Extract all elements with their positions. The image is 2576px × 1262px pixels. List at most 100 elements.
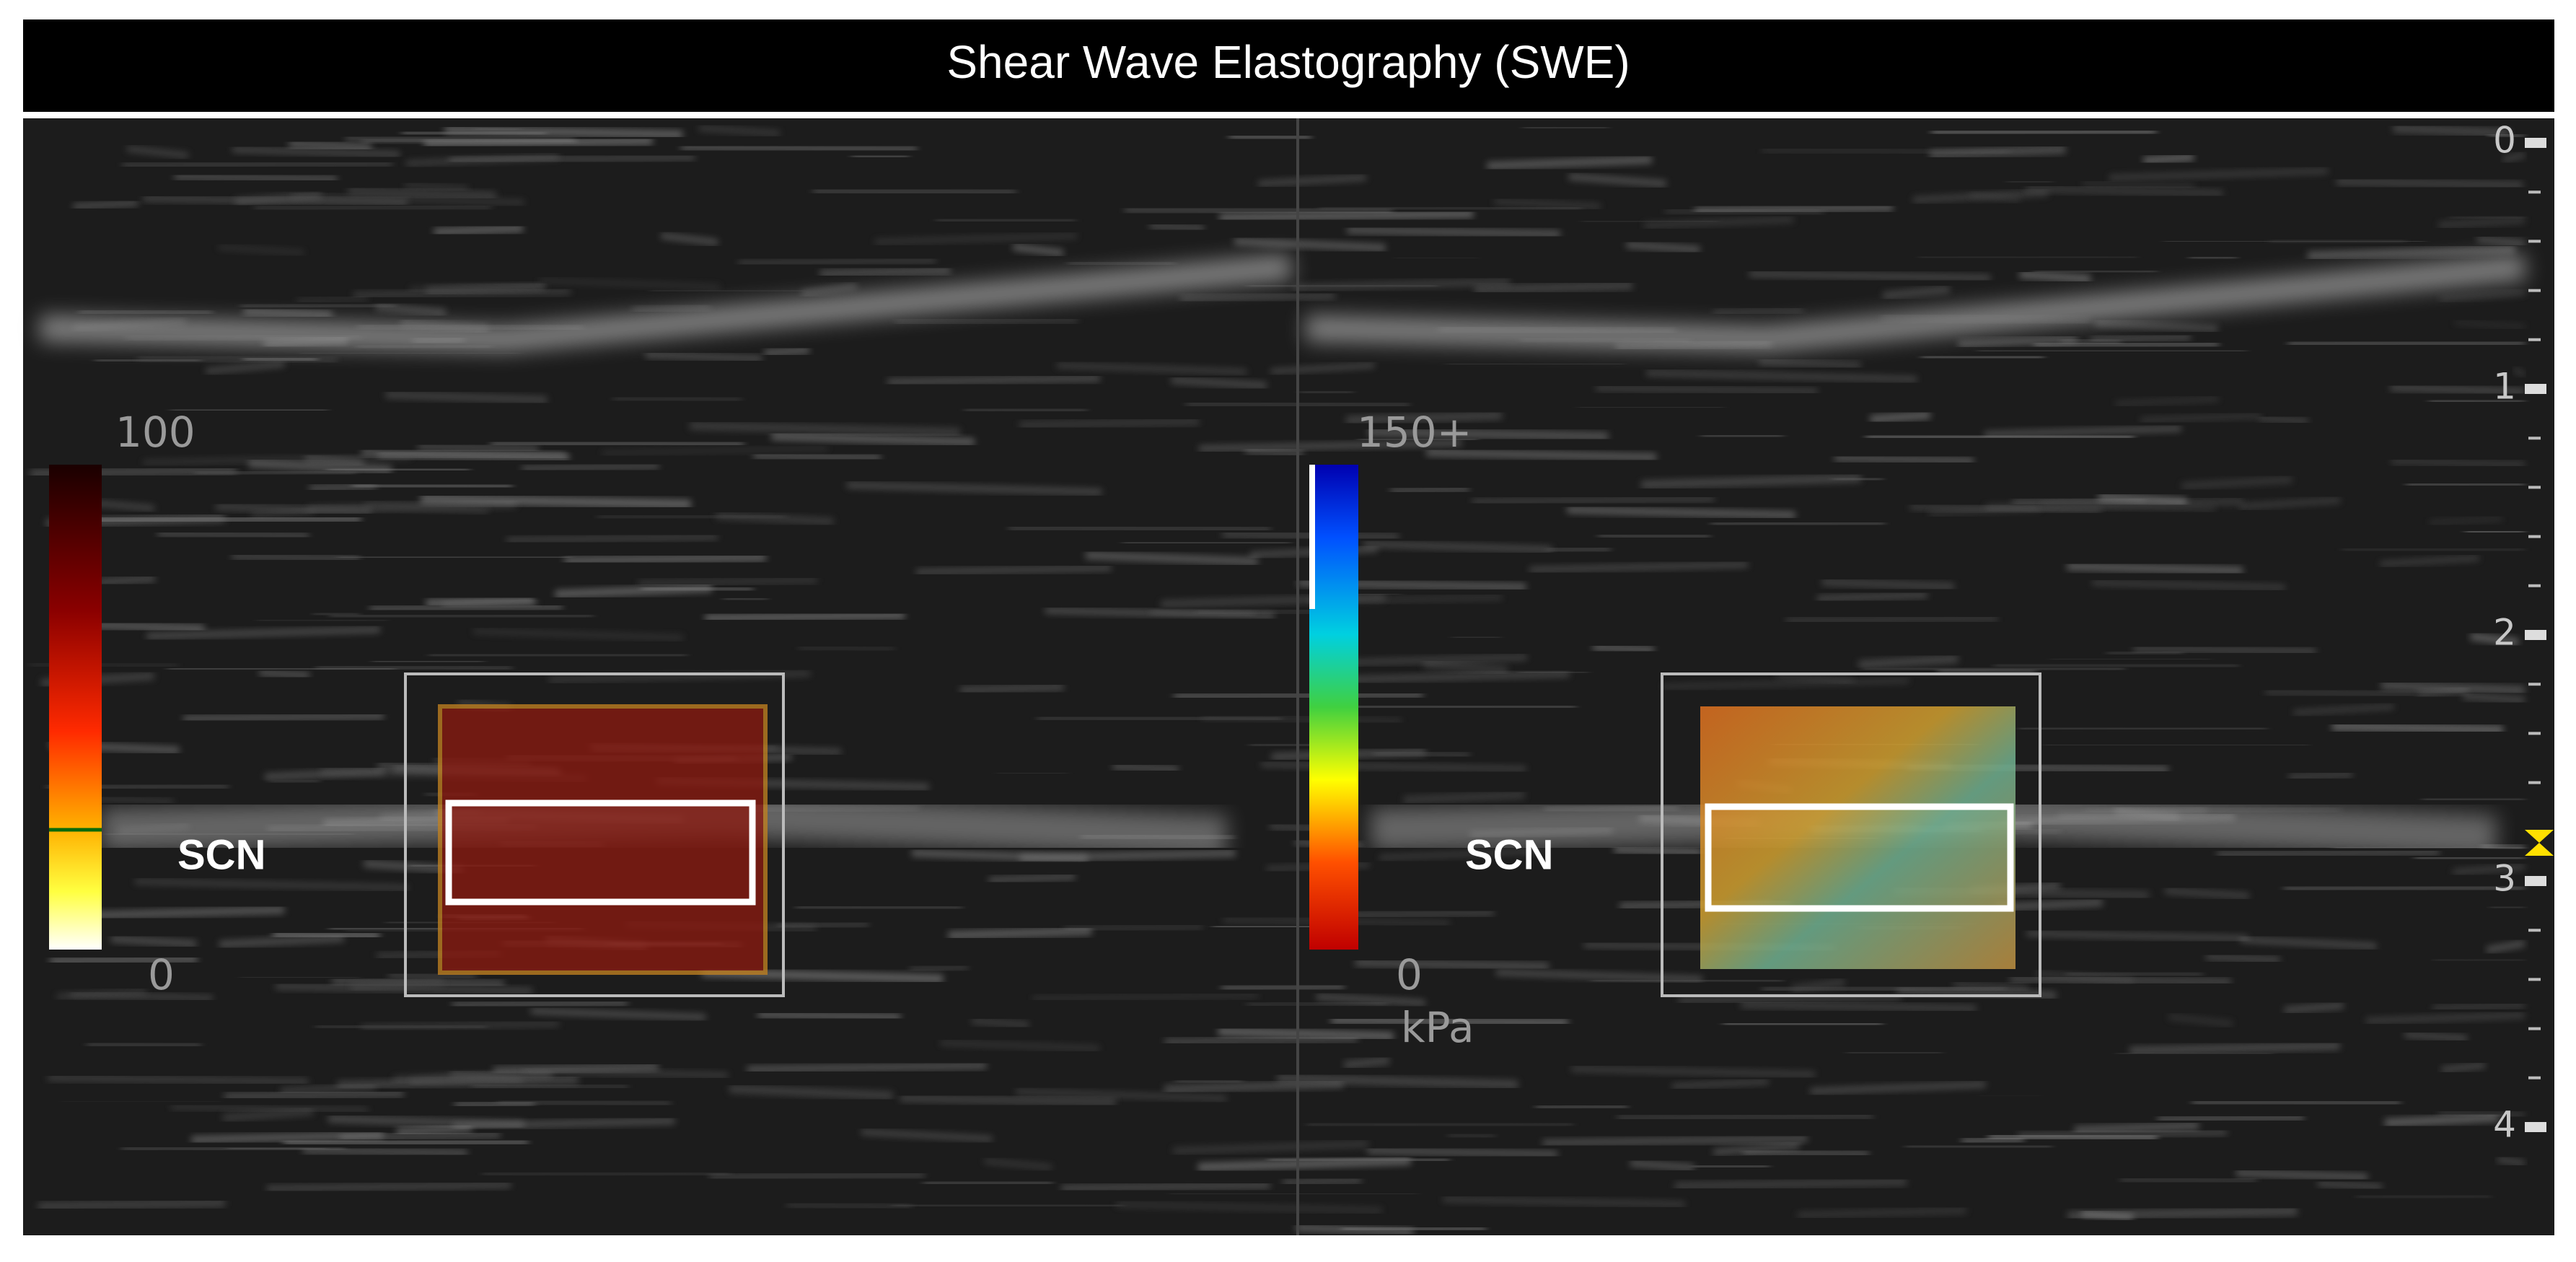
speckle-streak [1447,1133,1496,1139]
speckle-streak [940,1040,1099,1051]
speckle-streak [661,233,718,245]
speckle-streak [2336,178,2523,189]
speckle-streak [2288,771,2353,780]
speckle-streak [1085,551,1258,566]
speckle-streak [1567,507,1795,519]
speckle-streak [222,1107,314,1122]
speckle-streak [812,186,1016,197]
speckle-streak [1331,1015,1568,1027]
speckle-streak [2133,646,2316,654]
speckle-streak [1068,260,1175,266]
speckle-streak [1343,1056,1390,1069]
fascia-band [1305,254,2526,353]
speckle-streak [705,611,905,622]
speckle-streak [1267,1154,1450,1165]
speckle-streak [167,665,396,672]
speckle-streak [1403,790,1525,805]
speckle-streak [1008,526,1271,532]
speckle-streak [1472,496,1715,504]
speckle-streak [2391,460,2526,466]
speckle-streak [1282,1176,1362,1187]
speckle-streak [638,577,817,587]
speckle-streak [1298,388,1354,396]
speckle-streak [1171,377,1267,389]
speckle-streak [971,1017,1029,1028]
speckle-streak [874,234,1077,244]
speckle-streak [2438,216,2526,229]
speckle-streak [1293,278,1511,292]
speckle-streak [38,1199,226,1211]
speckle-streak [434,224,524,237]
speckle-streak [97,574,156,586]
speckle-streak [296,296,368,303]
speckle-streak [266,1182,511,1191]
speckle-streak [597,514,786,520]
speckle-streak [1542,1136,1808,1146]
depth-label: 4 [2493,1104,2516,1146]
speckle-streak [497,1099,672,1107]
speckle-streak [206,361,285,374]
speckle-streak [2192,1097,2401,1108]
speckle-streak [1172,1140,1368,1154]
speckle-streak [348,187,496,199]
speckle-streak [709,1171,925,1180]
speckle-streak [948,926,1092,940]
speckle-streak [472,1084,629,1090]
speckle-streak [1523,125,1609,130]
speckle-streak [337,1075,579,1090]
speckle-streak [738,258,936,265]
elasticity-map [438,704,768,975]
speckle-streak [1646,370,1917,382]
unit: kPa [1401,1003,1474,1052]
speckle-streak [1174,1079,1243,1084]
speckle-streak [1367,1147,1557,1157]
speckle-streak [1373,750,1470,758]
speckle-streak [218,245,304,255]
speckle-streak [2465,527,2526,536]
speckle-streak [312,610,360,618]
speckle-streak [369,604,563,612]
speckle-streak [2439,290,2526,302]
speckle-streak [771,432,975,446]
speckle-streak [2283,883,2526,893]
speckle-streak [2384,1113,2500,1127]
speckle-streak [2143,153,2194,165]
speckle-streak [1319,205,1582,211]
speckle-streak [2265,688,2416,698]
speckle-streak [126,146,189,158]
speckle-streak [555,584,712,598]
speckle-streak [1713,308,1803,315]
speckle-streak [2476,235,2526,247]
measure-box [1705,803,2014,912]
speckle-streak [2307,245,2515,260]
speckle-streak [1314,704,1576,710]
speckle-streak [1358,436,1478,443]
speckle-streak [1112,763,1179,772]
speckle-streak [1641,474,1861,489]
speckle-streak [351,977,444,992]
speckle-streak [1692,1162,1770,1170]
speckle-streak [1164,1035,1358,1045]
speckle-streak [1568,173,1666,187]
speckle-streak [1270,363,1375,374]
speckle-streak [1775,673,1853,683]
speckle-streak [1116,1201,1382,1213]
speckle-streak [819,266,951,278]
speckle-streak [364,501,488,514]
speckle-streak [143,196,408,206]
speckle-streak [352,481,513,491]
depth-tick [2525,630,2546,640]
speckle-streak [2437,1110,2526,1118]
speckle-streak [1149,222,1205,232]
speckle-streak [272,929,380,941]
speckle-streak [1535,1102,1628,1112]
speckle-streak [2393,123,2510,138]
speckle-streak [1164,1079,1344,1093]
speckle-streak [2082,181,2195,188]
speckle-streak [801,284,857,295]
depth-label: 3 [2493,858,2516,900]
speckle-streak [121,1145,346,1152]
speckle-streak [493,1062,659,1076]
speckle-streak [50,955,198,965]
